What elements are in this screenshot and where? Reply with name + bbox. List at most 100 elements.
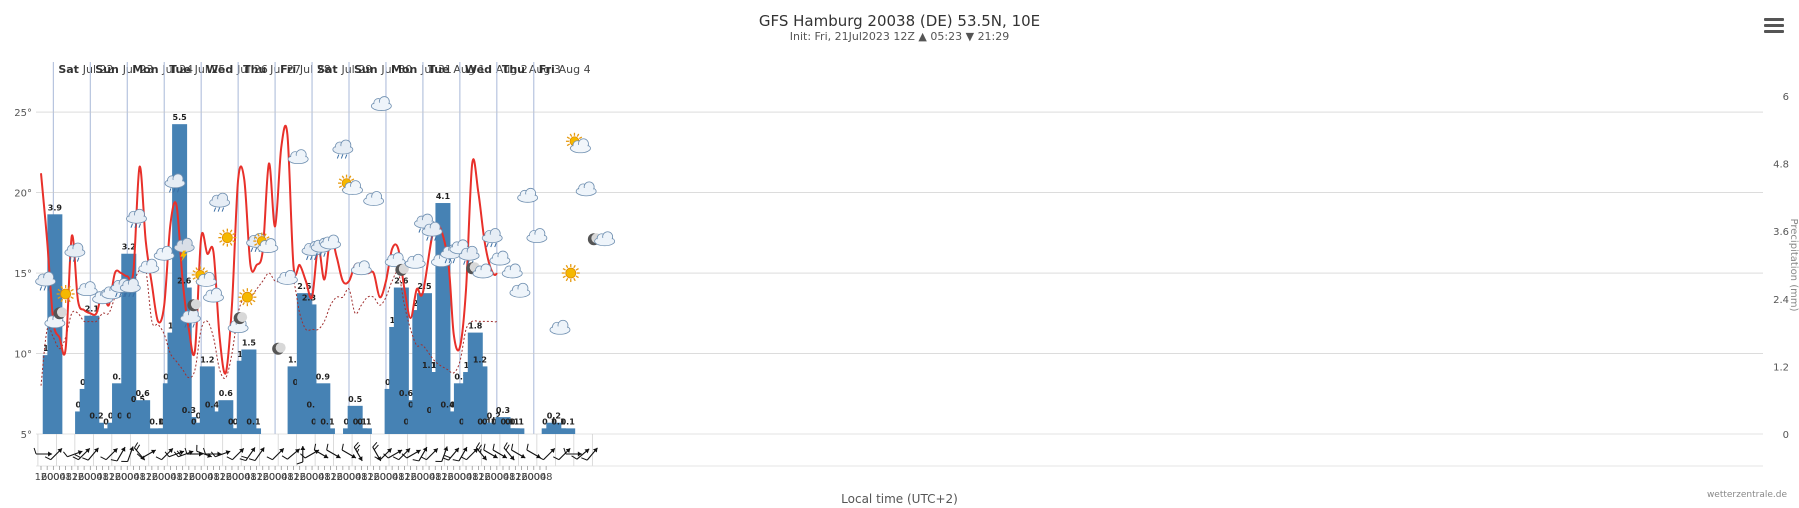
- precip-value-label: 0.1: [246, 417, 261, 426]
- precip-value-label: 0.3: [182, 406, 196, 415]
- cloud-rain-icon: [126, 208, 147, 228]
- precip-bar: [509, 428, 525, 434]
- wind-barb-feather: [355, 444, 361, 451]
- sunset-time: 21:29: [977, 30, 1010, 43]
- precip-bar: [204, 411, 220, 434]
- rain-drop: [463, 260, 466, 265]
- precip-bar: [315, 383, 331, 434]
- cloud-shape: [204, 294, 223, 302]
- cloud-shape: [65, 249, 84, 257]
- wind-barb-icon: [63, 450, 83, 458]
- x-tick-label: 04: [127, 472, 140, 483]
- sun-ray: [573, 264, 576, 269]
- cloud-icon: [363, 191, 385, 206]
- cloud-rain-icon: [119, 278, 141, 298]
- precip-value-label: 0.1: [149, 417, 164, 426]
- wind-barb-feather: [374, 456, 381, 461]
- wind-barb-feather: [72, 456, 79, 461]
- plot-area: [36, 96, 1763, 434]
- x-tick-label: 12: [435, 472, 448, 483]
- wind-barb-feather: [82, 457, 89, 461]
- x-tick-label: 04: [386, 472, 399, 483]
- wind-barb-icon: [510, 443, 526, 459]
- wind-arrow-head: [351, 453, 356, 459]
- rain-drop: [426, 236, 429, 241]
- x-tick-label: 12: [176, 472, 189, 483]
- y-tick-label-left: 15°: [14, 269, 32, 280]
- rain-drop: [138, 223, 141, 228]
- rain-drop: [315, 252, 318, 257]
- wind-barb-icon: [503, 442, 515, 461]
- sun-icon: [218, 228, 237, 247]
- cloud-icon: [489, 250, 511, 266]
- wind-arrow-head: [48, 451, 53, 457]
- sun-ray: [264, 233, 267, 237]
- wind-barb-icon: [136, 449, 157, 459]
- wind-barb-icon: [313, 443, 329, 459]
- y-tick-label-left: 25°: [14, 108, 32, 119]
- x-tick-label: 20: [373, 472, 386, 483]
- precip-value-label: 1.2: [288, 355, 302, 364]
- rain-drop: [250, 247, 254, 253]
- x-tick-label: 08: [281, 472, 294, 483]
- temperature-line: [40, 124, 498, 375]
- sun-ray: [204, 270, 208, 273]
- wind-barb-feather: [475, 442, 481, 449]
- precip-bar: [246, 428, 262, 434]
- rain-drop: [344, 154, 348, 159]
- x-tick-label: 08: [355, 472, 368, 483]
- wind-arrow-head: [250, 447, 256, 453]
- precip-bar: [472, 366, 488, 434]
- wind-arrow-head: [509, 455, 515, 461]
- x-tick-label: 16: [72, 472, 85, 483]
- wind-arrow-head: [207, 453, 212, 458]
- x-tick-label: 00: [47, 472, 60, 483]
- sunrise-icon: ▲: [918, 30, 927, 43]
- wind-barb-feather: [300, 453, 306, 459]
- wind-barb-feather: [210, 451, 216, 458]
- sun-ray: [242, 302, 245, 306]
- rain-drop: [177, 188, 180, 193]
- wind-barb-icon: [110, 446, 126, 462]
- sun-ray: [576, 133, 580, 137]
- cloud-shape: [595, 237, 614, 245]
- hamburger-menu-icon[interactable]: [1764, 18, 1784, 34]
- moon-shade: [190, 299, 201, 310]
- rain-drop: [115, 292, 118, 298]
- rain-drop: [434, 236, 437, 241]
- wind-barb-feather: [121, 460, 128, 463]
- x-tick-label: 08: [466, 472, 479, 483]
- wind-arrow-head: [433, 448, 438, 453]
- cloud-icon: [509, 282, 531, 298]
- rain-drop: [452, 258, 456, 264]
- wind-barb-icon: [196, 444, 212, 458]
- cloud-icon: [153, 245, 175, 261]
- wind-arrow-head: [112, 448, 118, 453]
- cloud-shape: [278, 276, 297, 284]
- precip-value-label: 1.5: [242, 339, 257, 348]
- wind-barb-feather: [241, 455, 248, 459]
- wind-arrow-head: [454, 447, 459, 453]
- rain-drop: [490, 242, 493, 248]
- precip-bar: [218, 400, 234, 434]
- wind-barb-icon: [452, 446, 468, 462]
- wind-barb-feather: [581, 457, 588, 461]
- cloud-rain-icon: [35, 271, 57, 291]
- precip-value-label: 2.1: [85, 305, 100, 314]
- wind-barb-feather: [173, 451, 179, 458]
- wind-barb-feather: [176, 450, 182, 457]
- x-tick-label: 12: [361, 472, 374, 483]
- cloud-icon: [203, 287, 224, 303]
- x-tick-label: 08: [540, 472, 553, 483]
- wind-arrow-head: [77, 450, 83, 455]
- rain-drop: [336, 154, 340, 159]
- rain-drop: [39, 286, 43, 291]
- x-tick-label: 16: [330, 472, 343, 483]
- sun-ray: [566, 143, 571, 147]
- x-tick-label: 12: [398, 472, 411, 483]
- cloud-icon: [287, 149, 309, 165]
- init-time: Init: Fri, 21Jul2023 12Z: [789, 30, 915, 43]
- moon-shade: [56, 307, 67, 318]
- cloud-shape: [175, 244, 194, 252]
- x-tick-label: 16: [478, 472, 491, 483]
